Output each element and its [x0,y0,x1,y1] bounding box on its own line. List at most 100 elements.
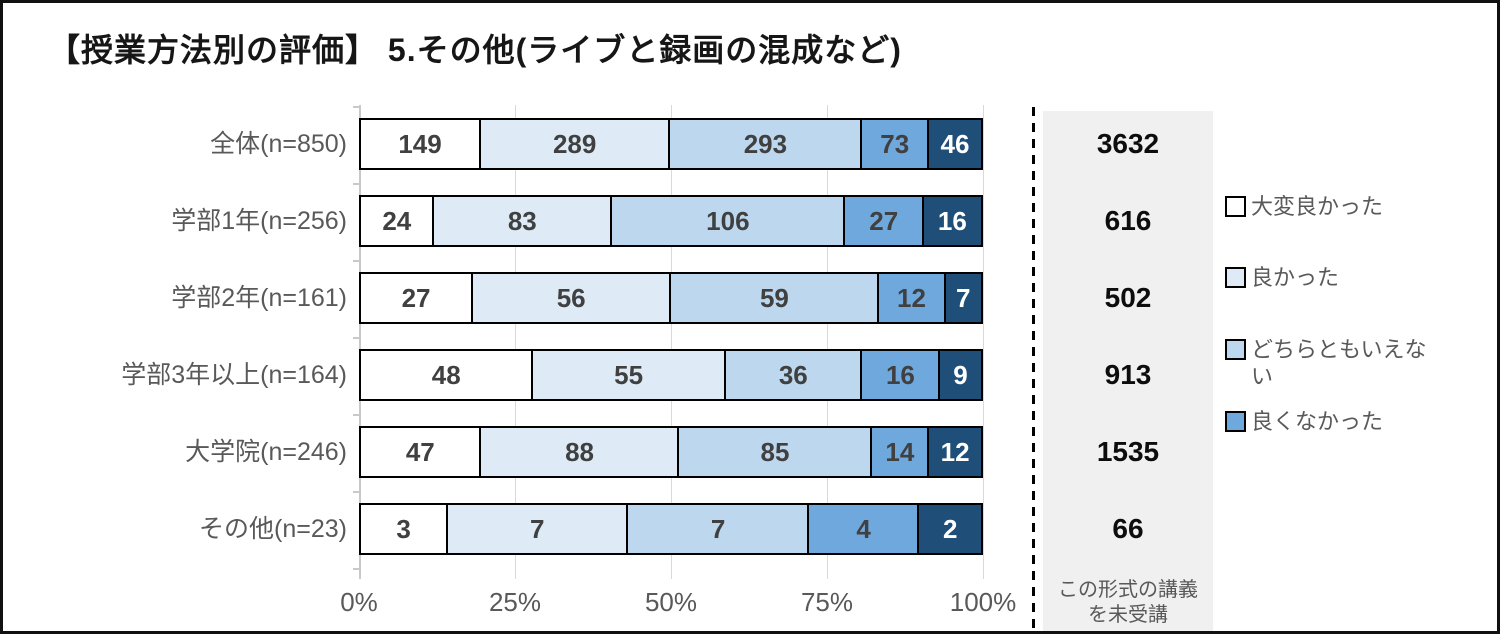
bar-segment: 2 [917,503,984,555]
bar-segment-value: 55 [614,359,644,390]
category-label: 学部2年(n=161) [171,284,347,312]
not-taken-value: 502 [1104,282,1152,313]
bar-segment-value: 83 [507,205,537,236]
bar-segment-value: 47 [405,436,435,467]
bar-segment-value: 59 [759,282,789,313]
legend-label: どちらともいえない [1251,337,1427,389]
bar-segment: 4 [807,503,920,555]
legend-swatch-icon [1225,196,1246,217]
legend-label: 良かった [1251,265,1340,290]
bar-segment: 293 [668,118,863,170]
bar-segment: 289 [478,118,671,170]
bar-segment: 14 [870,426,930,478]
x-axis-tick-label: 0% [340,587,378,617]
bar-segment: 27 [843,195,925,247]
category-label: 学部3年以上(n=164) [121,361,347,389]
bar-segment-value: 56 [556,282,586,313]
category-label: その他(n=23) [199,515,347,543]
legend-item: どちらともいえない [1225,336,1433,390]
category-label: 学部1年(n=256) [171,207,347,235]
bar-segment-value: 2 [943,513,958,544]
bar-segment: 3 [359,503,449,555]
legend-swatch-icon [1225,267,1246,288]
bar-segment: 106 [610,195,846,247]
bar-segment: 7 [626,503,810,555]
bar-segment: 85 [677,426,873,478]
not-taken-panel-label: この形式の講義を未受講 [1058,579,1198,626]
bar-segment-value: 27 [401,282,431,313]
legend-item: 大変良かった [1225,193,1433,220]
bar-segment-value: 85 [760,436,790,467]
x-axis-tick-label: 50% [644,587,698,617]
legend-label: 大変良かった [1251,194,1384,219]
stacked-bar: 47 88 85 14 12 [359,426,983,478]
bar-segment: 24 [359,195,435,247]
not-taken-value: 66 [1112,513,1144,544]
axis-tick [353,105,359,108]
not-taken-panel: 3632 616 502 913 1535 66 この形式の講義を未受講 [1043,111,1213,631]
bar-segment-value: 14 [885,436,915,467]
bar-segment-value: 36 [778,359,808,390]
legend-item: 良くなかった [1225,408,1433,435]
gridline [983,105,984,579]
bar-segment: 16 [860,349,941,401]
bar-segment: 12 [877,272,946,324]
bar-segment-value: 12 [897,282,926,313]
bar-segment-value: 9 [953,359,968,390]
axis-tick [353,336,359,339]
gridline [515,105,516,579]
bar-segment-value: 7 [710,513,726,544]
bar-segment: 12 [927,426,983,478]
bar-segment-value: 106 [706,205,750,236]
not-taken-value: 913 [1104,359,1152,390]
not-taken-value: 616 [1104,205,1152,236]
bar-segment: 59 [669,272,880,324]
category-label: 大学院(n=246) [185,438,347,466]
y-axis-line [359,105,361,579]
gridline [671,105,672,579]
stacked-bar: 24 83 106 27 16 [359,195,984,247]
axis-tick [353,182,359,185]
bar-segment: 46 [927,118,983,170]
bar-segment-value: 88 [565,436,594,467]
stacked-bar: 27 56 59 12 7 [359,272,983,324]
bar-segment: 88 [479,426,680,478]
axis-tick [353,567,359,570]
bar-segment-value: 3 [396,513,411,544]
bar-segment: 73 [860,118,930,170]
stacked-bar: 48 55 36 16 9 [359,349,983,401]
bar-segment: 7 [943,272,983,324]
bar-segment: 149 [359,118,482,170]
bar-segment-value: 73 [880,128,910,159]
bar-segment-value: 16 [937,205,967,236]
bar-segment-value: 12 [940,436,970,467]
bar-segment-value: 289 [552,128,597,159]
bar-segment: 36 [723,349,863,401]
bar-segment: 48 [359,349,534,401]
bar-segment: 7 [445,503,629,555]
axis-tick [353,490,359,493]
bar-segment-value: 46 [940,128,970,159]
bar-segment-value: 4 [856,513,871,544]
bar-segment-value: 48 [431,359,461,390]
bar-segment: 27 [359,272,474,324]
bar-segment: 56 [470,272,672,324]
bar-segment-value: 16 [885,359,915,390]
stacked-bar: 3 7 7 4 2 [359,503,984,555]
axis-tick [353,413,359,416]
bar-segment-value: 7 [956,282,971,313]
bar-segment: 9 [937,349,983,401]
bar-segment: 55 [531,349,727,401]
legend-swatch-icon [1225,411,1246,432]
axis-tick [353,259,359,262]
dashed-separator-line [1032,107,1035,631]
not-taken-value: 1535 [1096,436,1160,467]
bar-segment-value: 293 [743,128,788,159]
bar-segment: 47 [359,426,482,478]
legend-swatch-icon [1225,339,1246,360]
x-axis-tick-label: 25% [488,587,542,617]
legend-item: 良かった [1225,264,1433,291]
bar-segment-value: 7 [530,513,545,544]
gridline [827,105,828,579]
